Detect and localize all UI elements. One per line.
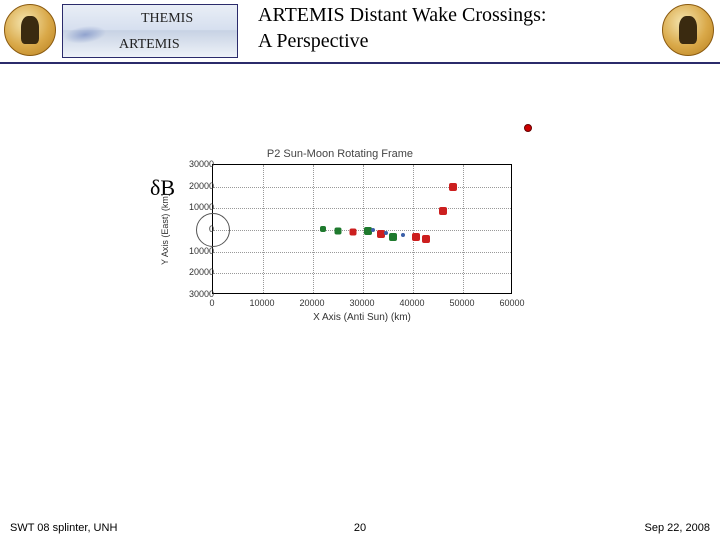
logo-figure <box>679 16 697 44</box>
footer-left: SWT 08 splinter, UNH <box>10 522 117 534</box>
chart-ytick: 30000 <box>170 159 214 169</box>
earth-marker <box>524 124 532 132</box>
title-line2: A Perspective <box>258 30 369 52</box>
chart-point <box>371 228 375 232</box>
chart-xtick: 0 <box>209 298 214 308</box>
slide-title: ARTEMIS Distant Wake Crossings: A Perspe… <box>258 2 547 54</box>
chart-point <box>412 233 420 241</box>
slide-footer: SWT 08 splinter, UNH 20 Sep 22, 2008 <box>0 516 720 540</box>
chart-point <box>320 226 326 232</box>
chart-ytick: 30000 <box>170 289 214 299</box>
mission-label-box: THEMIS ARTEMIS <box>62 4 238 58</box>
chart-xtick: 10000 <box>249 298 274 308</box>
chart-ytick: 10000 <box>170 246 214 256</box>
title-line1: ARTEMIS Distant Wake Crossings: <box>258 4 547 26</box>
themis-logo-left <box>4 4 56 56</box>
chart-point <box>350 229 357 236</box>
chart-point <box>401 233 405 237</box>
chart-point <box>449 183 457 191</box>
label-artemis: ARTEMIS <box>119 37 180 53</box>
chart-xtick: 50000 <box>449 298 474 308</box>
chart-gridline-h <box>213 252 511 253</box>
chart-point <box>439 207 447 215</box>
chart-xtick: 20000 <box>299 298 324 308</box>
chart-point <box>335 228 342 235</box>
chart-gridline-h <box>213 187 511 188</box>
wake-crossings-chart: P2 Sun-Moon Rotating Frame Y Axis (East)… <box>160 150 520 330</box>
footer-date: Sep 22, 2008 <box>645 522 710 534</box>
chart-plot-area <box>212 164 512 294</box>
chart-gridline-h <box>213 273 511 274</box>
chart-point <box>389 233 397 241</box>
slide-header: THEMIS ARTEMIS ARTEMIS Distant Wake Cros… <box>0 0 720 70</box>
chart-xtick: 40000 <box>399 298 424 308</box>
header-divider <box>0 62 720 64</box>
chart-gridline-v <box>463 165 464 293</box>
themis-logo-right <box>662 4 714 56</box>
chart-ytick: 20000 <box>170 181 214 191</box>
chart-point <box>384 231 388 235</box>
chart-gridline-v <box>413 165 414 293</box>
chart-gridline-v <box>313 165 314 293</box>
chart-xtick: 60000 <box>499 298 524 308</box>
chart-ytick: 10000 <box>170 202 214 212</box>
chart-xtick: 30000 <box>349 298 374 308</box>
chart-gridline-h <box>213 230 511 231</box>
footer-page-number: 20 <box>354 522 366 534</box>
chart-point <box>422 235 430 243</box>
chart-gridline-h <box>213 208 511 209</box>
chart-title: P2 Sun-Moon Rotating Frame <box>160 148 520 160</box>
chart-xlabel: X Axis (Anti Sun) (km) <box>212 312 512 323</box>
chart-gridline-v <box>263 165 264 293</box>
chart-ytick: 20000 <box>170 267 214 277</box>
logo-figure <box>21 16 39 44</box>
label-themis: THEMIS <box>141 11 193 27</box>
chart-ytick: 0 <box>170 224 214 234</box>
